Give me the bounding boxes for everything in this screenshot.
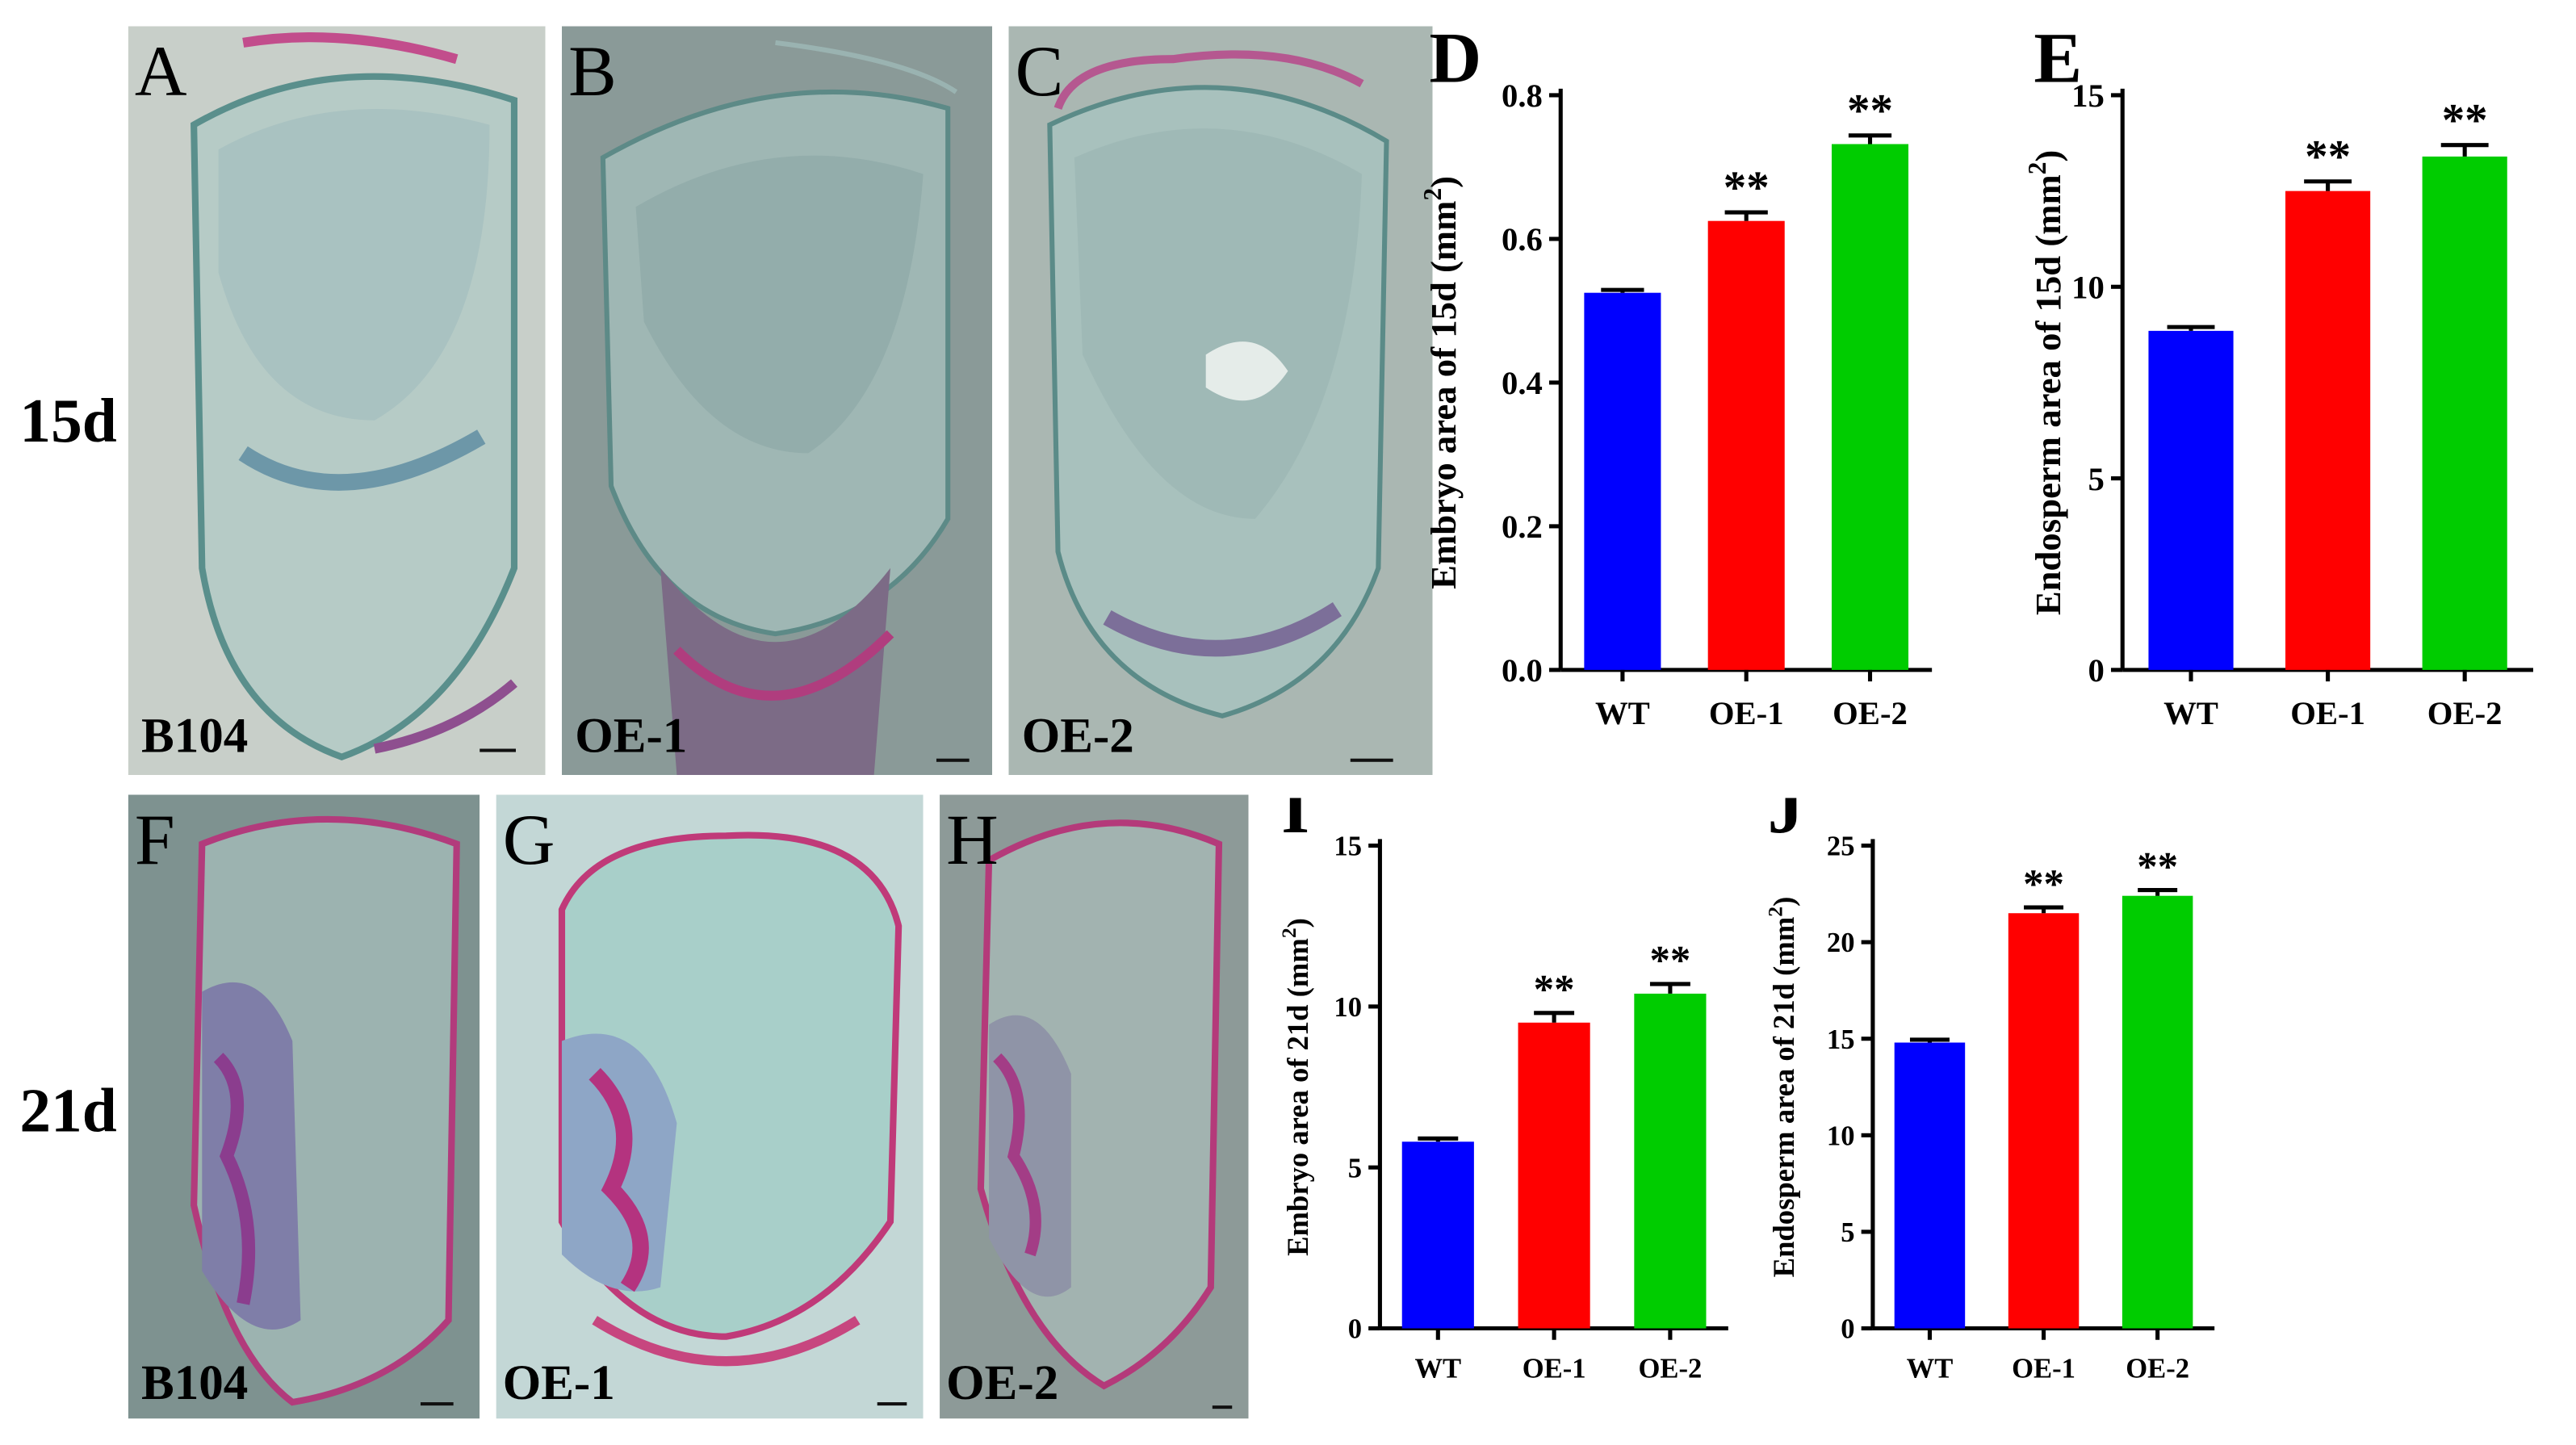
panel-letter: H [946, 799, 999, 881]
x-tick-label: OE-1 [1523, 1354, 1586, 1384]
bar-oe-1 [2285, 191, 2371, 670]
genotype-label: B104 [141, 709, 249, 764]
x-tick-label: OE-2 [1833, 695, 1908, 731]
genotype-label: OE-2 [946, 1356, 1059, 1411]
panel-letter: G [502, 799, 555, 881]
y-axis-label: Embryo area of 15d (mm2) [1418, 176, 1464, 589]
x-tick-label: OE-1 [2290, 695, 2365, 731]
significance-marker: ** [2023, 862, 2064, 907]
row-label-15d: 15d [19, 387, 117, 457]
kernel-section-image [128, 794, 480, 1419]
genotype-label: OE-1 [502, 1356, 615, 1411]
y-tick-label: 10 [2071, 270, 2105, 306]
kernel-section-image [561, 26, 993, 776]
genotype-label: OE-2 [1021, 709, 1134, 764]
y-axis-label: Endosperm area of 21d (mm2) [1764, 897, 1801, 1278]
scale-bar [936, 758, 970, 762]
x-tick-label: OE-1 [2012, 1354, 2075, 1384]
kernel-section-image [1008, 26, 1433, 776]
micrograph-panel-f: F B104 [128, 794, 480, 1419]
significance-marker: ** [2442, 94, 2488, 145]
significance-marker: ** [1847, 86, 1893, 136]
x-tick-label: OE-2 [2126, 1354, 2189, 1384]
y-tick-label: 0.4 [1502, 365, 1543, 401]
y-tick-label: 0 [1841, 1314, 1854, 1345]
scale-bar [420, 1402, 454, 1406]
y-tick-label: 15 [2071, 77, 2105, 114]
y-tick-label: 0 [2088, 652, 2104, 689]
panel-letter: E [2034, 19, 2082, 98]
micrograph-panel-a: A B104 [128, 26, 546, 776]
panel-letter: A [134, 31, 187, 112]
panel-letter: J [1768, 798, 1804, 849]
bar-wt [1894, 1042, 1966, 1329]
bar-wt [2148, 330, 2234, 670]
y-tick-label: 0.2 [1502, 509, 1543, 545]
x-tick-label: WT [2163, 695, 2218, 731]
y-tick-label: 15 [1827, 1024, 1855, 1055]
y-tick-label: 5 [2088, 461, 2104, 497]
bar-oe-1 [2008, 913, 2080, 1329]
x-tick-label: OE-1 [1709, 695, 1784, 731]
panel-letter: D [1429, 19, 1481, 98]
micrograph-panel-b: B OE-1 [561, 26, 993, 776]
y-axis-label: Embryo area of 21d (mm2) [1277, 918, 1314, 1256]
scale-bar [1350, 758, 1393, 762]
x-tick-label: OE-2 [2427, 695, 2503, 731]
bar-oe-2 [2422, 156, 2507, 670]
chart-d: D 0.0 0.2 0.4 0.6 0.8 Embryo area of 15d (mm2)… [1418, 19, 1933, 731]
y-tick-label: 10 [1827, 1120, 1855, 1151]
kernel-section-image [128, 26, 546, 776]
x-tick-label: WT [1595, 695, 1650, 731]
bar-oe-1 [1518, 1022, 1590, 1329]
significance-marker: ** [1534, 968, 1575, 1013]
micrograph-panel-g: G OE-1 [496, 794, 924, 1419]
bar-wt [1401, 1141, 1474, 1329]
micrograph-panel-h: H OE-2 [940, 794, 1249, 1419]
scale-bar [480, 748, 516, 752]
x-tick-label: WT [1414, 1354, 1461, 1384]
significance-marker: ** [2137, 844, 2178, 890]
bar-oe-2 [1634, 993, 1707, 1329]
y-tick-label: 0 [1348, 1314, 1362, 1345]
y-tick-label: 0.8 [1502, 77, 1543, 114]
panel-letter: C [1015, 31, 1064, 112]
bar-oe-1 [1707, 220, 1785, 670]
y-tick-label: 5 [1348, 1153, 1362, 1183]
bar-wt [1584, 292, 1661, 670]
y-tick-label: 0.0 [1502, 652, 1543, 689]
significance-marker: ** [1724, 162, 1770, 213]
kernel-section-image [496, 794, 924, 1419]
scale-bar [1212, 1405, 1233, 1409]
y-tick-label: 20 [1827, 928, 1855, 958]
bar-oe-2 [2122, 895, 2193, 1329]
bar-oe-2 [1831, 144, 1909, 670]
panel-letter: F [134, 799, 175, 881]
chart-i: I 0 5 10 15 Embryo area of 21d (mm2) WT ** OE-1 *… [1277, 798, 1728, 1384]
panel-letter: B [568, 31, 617, 112]
y-axis-label: Endosperm area of 15d (mm2) [2023, 150, 2068, 616]
y-tick-label: 10 [1334, 992, 1362, 1023]
significance-marker: ** [1649, 939, 1690, 984]
genotype-label: B104 [141, 1356, 249, 1411]
y-tick-label: 15 [1334, 831, 1362, 862]
x-tick-label: OE-2 [1639, 1354, 1703, 1384]
kernel-section-image [940, 794, 1249, 1419]
genotype-label: OE-1 [575, 709, 688, 764]
y-tick-label: 25 [1827, 831, 1855, 862]
micrograph-panel-c: C OE-2 [1008, 26, 1433, 776]
y-tick-label: 5 [1841, 1217, 1854, 1248]
x-tick-label: WT [1907, 1354, 1954, 1384]
y-tick-label: 0.6 [1502, 221, 1543, 258]
row-label-21d: 21d [19, 1077, 117, 1146]
chart-j: J 0 5 10 15 20 25 Endosperm area of 21d (mm2) WT… [1764, 798, 2215, 1384]
panel-letter: I [1281, 798, 1309, 849]
scale-bar [877, 1402, 907, 1406]
significance-marker: ** [2305, 132, 2351, 182]
